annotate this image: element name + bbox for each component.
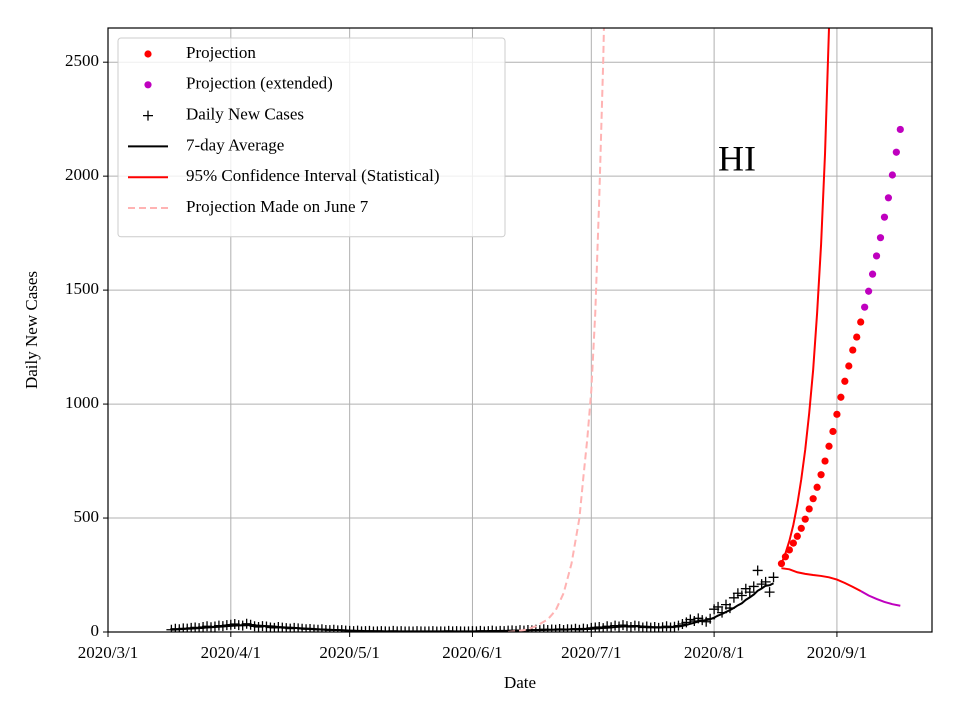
point [793,532,801,540]
legend-label: Projection [186,43,256,62]
legend-marker [144,81,152,89]
point [825,442,833,450]
legend-label: Daily New Cases [186,105,304,124]
point [821,457,829,465]
point [768,572,779,583]
point [752,565,763,576]
point [809,495,817,503]
point [764,587,775,598]
point [845,362,853,370]
point [748,581,759,592]
point [837,393,845,401]
line [860,590,901,607]
point [884,194,893,202]
y-tick-label: 2000 [65,165,99,184]
point [857,318,865,326]
x-axis-label: Date [504,673,536,692]
point [880,213,889,221]
point [868,270,877,278]
point [892,148,900,156]
point [872,252,881,260]
x-tick-label: 2020/4/1 [201,643,261,662]
legend-marker [144,50,152,58]
point [736,590,747,601]
x-tick-label: 2020/8/1 [684,643,744,662]
point [813,483,821,491]
point [817,471,825,479]
y-tick-label: 500 [74,507,100,526]
y-tick-label: 2500 [65,51,99,70]
point [888,171,896,179]
y-axis-label: Daily New Cases [22,271,41,389]
line [171,582,774,632]
x-tick-label: 2020/3/1 [78,643,138,662]
point [805,505,813,513]
x-tick-label: 2020/6/1 [442,643,502,662]
legend-label: 7-day Average [186,135,284,154]
point [789,539,797,547]
line [508,28,605,632]
point [833,410,841,418]
x-tick-label: 2020/7/1 [561,643,621,662]
ticks: 0 500 1000 1500 2000 2500 2020/3/1 2020/4/1 2020… [65,51,867,662]
point [777,560,786,568]
x-tick-label: 2020/5/1 [319,643,379,662]
axes-frame [107,27,933,633]
y-tick-label: 1000 [65,393,99,412]
legend-label: Projection (extended) [186,74,333,93]
point [841,377,849,385]
line [781,567,862,592]
point [849,346,857,354]
legend-label: Projection Made on June 7 [186,197,369,216]
legend: Projection Projection (extended) Daily New… [117,37,506,238]
point [865,287,873,295]
point [744,587,755,598]
annotation: HI [718,138,756,178]
legend-label: 95% Confidence Interval (Statistical) [186,166,440,185]
line [780,28,831,564]
legend-marker [143,110,153,121]
point [797,524,805,532]
point [896,125,904,134]
point [801,515,809,523]
point [876,234,885,242]
point [853,333,861,341]
legend-box [117,37,506,238]
y-tick-label: 0 [91,621,100,640]
y-tick-label: 1500 [65,279,99,298]
point [829,427,837,436]
x-tick-label: 2020/9/1 [807,643,867,662]
point [861,303,869,311]
plot-area [166,28,904,632]
point [713,601,724,612]
